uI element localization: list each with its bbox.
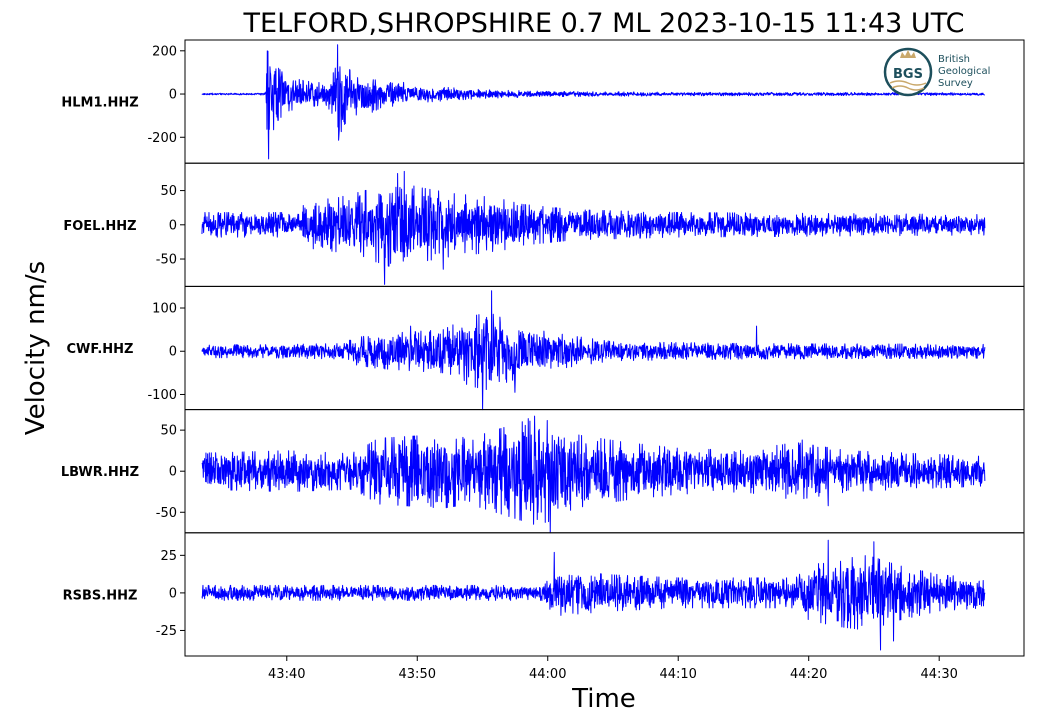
logo-ring (883, 47, 933, 97)
logo-wave-icon (891, 85, 925, 91)
waveform-trace (201, 170, 986, 285)
logo-text-line: British (938, 54, 970, 65)
logo-abbrev: BGS (893, 67, 923, 82)
x-tick-label: 44:30 (920, 667, 957, 682)
y-tick-label: 50 (160, 184, 177, 199)
y-tick-label: 0 (169, 218, 177, 233)
y-tick-label: 0 (169, 465, 177, 480)
y-tick-label: 100 (152, 302, 177, 317)
channel-label: RSBS.HHZ (63, 588, 138, 603)
trace-panels: 200 0 -200 HLM1.HHZ 50 0 -50 FOEL.HHZ 100 0 -100 CW… (61, 39, 1025, 657)
y-tick-label: -200 (147, 131, 177, 146)
waveform-trace (201, 290, 986, 411)
panel-lbwr-hhz: 50 0 -50 LBWR.HHZ (61, 409, 1025, 534)
panel-frame (184, 532, 1025, 657)
panel-foel-hhz: 50 0 -50 FOEL.HHZ (63, 162, 1025, 287)
y-axis-label: Velocity nm/s (21, 261, 51, 435)
channel-label: LBWR.HHZ (61, 465, 139, 480)
channel-label: HLM1.HHZ (61, 96, 138, 111)
panel-cwf-hhz: 100 0 -100 CWF.HHZ (67, 285, 1025, 411)
x-axis-label: Time (571, 684, 636, 714)
y-tick-label: 200 (152, 44, 177, 59)
y-tick-label: -50 (156, 506, 177, 521)
x-axis-ticks: 43:40 43:50 44:00 44:10 44:20 44:30 (268, 656, 958, 682)
logo-text-line: Geological (938, 66, 990, 77)
y-tick-label: 0 (169, 586, 177, 601)
logo-crown-icon (900, 50, 916, 58)
waveform-trace (201, 539, 986, 651)
y-tick-label: 25 (160, 549, 177, 564)
x-tick-label: 44:20 (790, 667, 827, 682)
chart-title: TELFORD,SHROPSHIRE 0.7 ML 2023-10-15 11:… (243, 8, 965, 39)
x-tick-label: 43:50 (399, 667, 436, 682)
y-tick-label: 50 (160, 424, 177, 439)
waveform-trace (201, 415, 986, 534)
y-tick-label: -50 (156, 253, 177, 268)
logo-wave-icon (889, 80, 927, 86)
panel-rsbs-hhz: 25 0 -25 RSBS.HHZ (63, 532, 1025, 657)
y-tick-label: 0 (169, 345, 177, 360)
channel-label: FOEL.HHZ (63, 219, 136, 234)
x-tick-label: 43:40 (268, 667, 305, 682)
y-tick-label: -25 (156, 624, 177, 639)
logo-text-line: Survey (938, 78, 973, 89)
y-tick-label: -100 (147, 388, 177, 403)
panel-hlm1-hhz: 200 0 -200 HLM1.HHZ (61, 39, 1025, 164)
y-tick-label: 0 (169, 88, 177, 103)
channel-label: CWF.HHZ (67, 342, 134, 357)
x-tick-label: 44:10 (659, 667, 696, 682)
x-tick-label: 44:00 (529, 667, 566, 682)
waveform-trace (201, 44, 986, 160)
